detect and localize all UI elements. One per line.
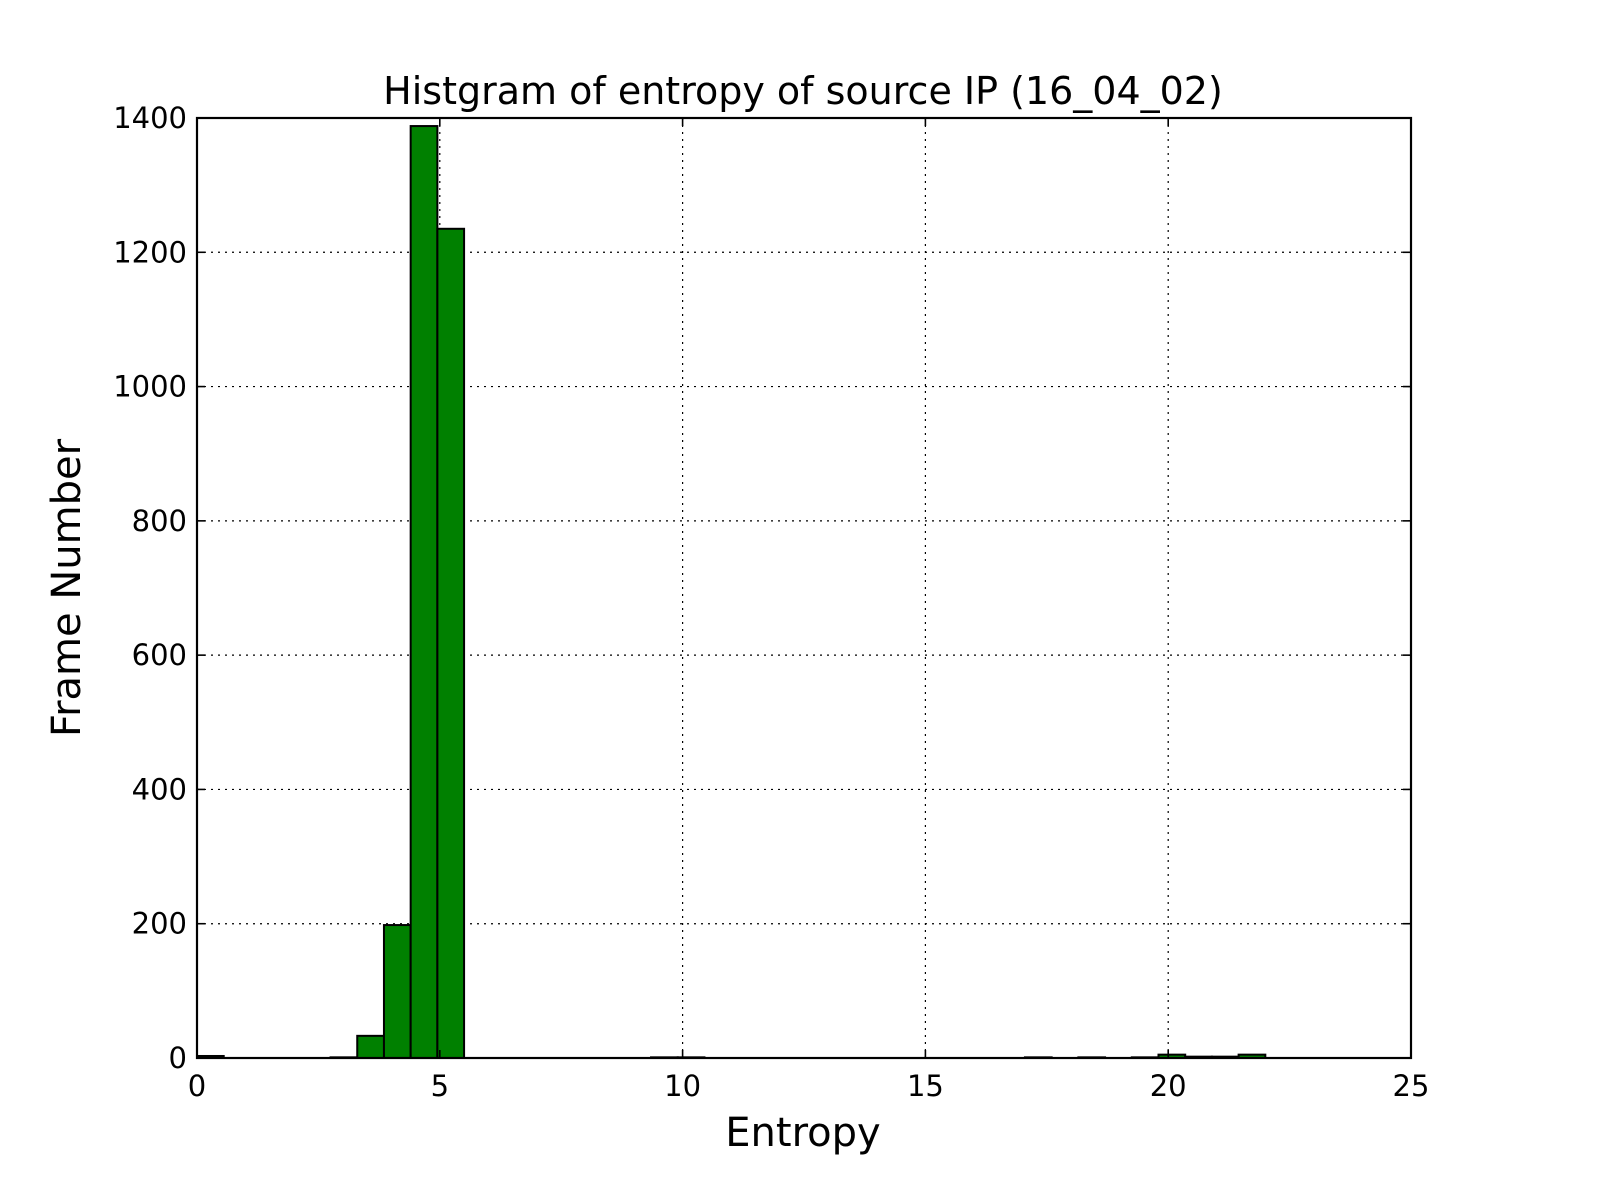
y-tick-label: 200 — [132, 907, 187, 941]
x-tick-label: 20 — [1150, 1069, 1187, 1103]
x-tick-label: 25 — [1393, 1069, 1430, 1103]
histogram-bars — [196, 125, 1267, 1060]
axis-ticks — [196, 117, 1412, 1059]
chart-title: Histgram of entropy of source IP (16_04_… — [383, 69, 1223, 113]
x-axis-label: Entropy — [725, 1110, 880, 1156]
y-tick-label: 1200 — [113, 235, 187, 269]
x-tick-label: 0 — [188, 1069, 206, 1103]
x-tick-label: 5 — [431, 1069, 449, 1103]
y-axis-label: Frame Number — [44, 438, 90, 737]
histogram-bar — [436, 227, 466, 1060]
y-tick-label: 0 — [169, 1041, 187, 1075]
y-tick-label: 1000 — [113, 370, 187, 404]
x-tick-label: 15 — [907, 1069, 944, 1103]
histogram-bar — [382, 924, 412, 1059]
y-tick-label: 600 — [132, 638, 187, 672]
y-tick-label: 800 — [132, 504, 187, 538]
histogram-bar — [409, 125, 439, 1060]
y-axis-tick-labels: 0 200 400 600 800 1000 1200 1400 — [113, 101, 187, 1075]
x-axis-tick-labels: 0 5 10 15 20 25 — [188, 1069, 1430, 1103]
grid-lines — [197, 118, 1411, 1058]
y-tick-label: 1400 — [113, 101, 187, 135]
histogram-bar — [356, 1034, 385, 1060]
x-tick-label: 10 — [664, 1069, 701, 1103]
y-tick-label: 400 — [132, 772, 187, 806]
plot-area-frame — [195, 116, 1413, 1060]
